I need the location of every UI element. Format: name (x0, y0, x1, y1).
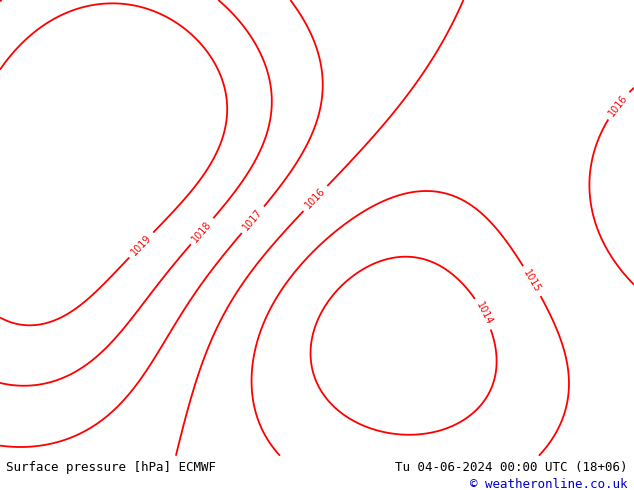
Text: 1016: 1016 (607, 93, 630, 118)
Text: Surface pressure [hPa] ECMWF: Surface pressure [hPa] ECMWF (6, 461, 216, 474)
Text: 1017: 1017 (241, 207, 264, 232)
Text: 1015: 1015 (522, 268, 543, 294)
Text: 1019: 1019 (129, 233, 153, 257)
Text: 1014: 1014 (474, 300, 494, 327)
Text: © weatheronline.co.uk: © weatheronline.co.uk (470, 478, 628, 490)
Text: 1016: 1016 (303, 186, 328, 211)
Text: Tu 04-06-2024 00:00 UTC (18+06): Tu 04-06-2024 00:00 UTC (18+06) (395, 461, 628, 474)
Text: 1018: 1018 (190, 219, 214, 244)
